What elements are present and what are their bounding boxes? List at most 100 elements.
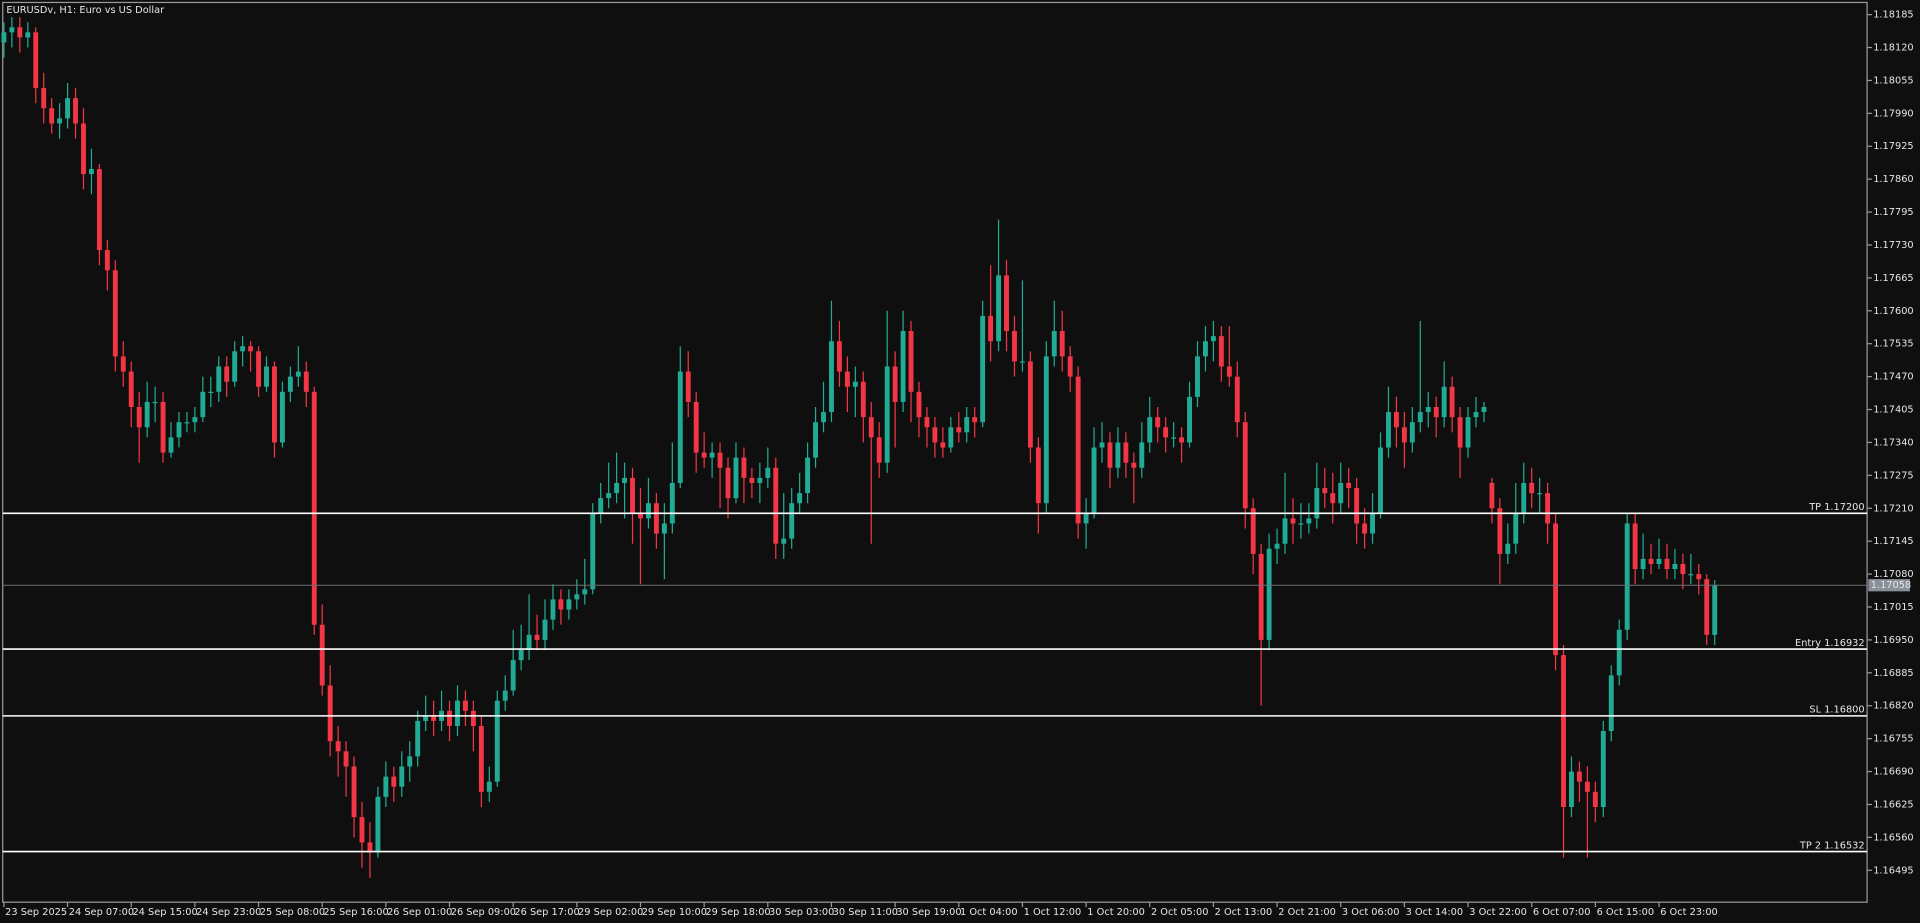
candle-body [829, 341, 834, 413]
candle-body [17, 27, 23, 38]
candle-body [1242, 422, 1248, 509]
y-tick-label: 1.16495 [1873, 865, 1913, 876]
candle-body [622, 477, 628, 483]
x-tick-label: 29 Sep 02:00 [578, 907, 643, 918]
candle-body [1449, 386, 1455, 418]
candle-body [1640, 558, 1646, 570]
candle-body [900, 331, 906, 402]
x-tick-label: 25 Sep 16:00 [323, 907, 388, 918]
candle-body [1306, 518, 1312, 524]
candle-body [669, 482, 675, 524]
candle-body [884, 366, 890, 463]
candle-body [383, 776, 389, 797]
y-tick-label: 1.16755 [1873, 734, 1913, 745]
candle-body [1576, 771, 1582, 782]
candle-body [653, 503, 659, 534]
level-label: TP 1.17200 [1808, 502, 1864, 513]
y-tick-label: 1.17665 [1873, 273, 1913, 284]
candle-body [805, 457, 811, 494]
candle-body [184, 422, 190, 424]
candle-body [932, 427, 938, 443]
candle-body [836, 341, 842, 372]
candle-body [73, 98, 78, 124]
candle-body [1258, 553, 1264, 640]
x-tick-label: 1 Oct 12:00 [1024, 907, 1082, 918]
candle-body [1529, 482, 1535, 494]
candle-body [693, 401, 699, 453]
candle-body [470, 710, 476, 726]
candle-body [1712, 585, 1718, 635]
candle-body [128, 371, 134, 408]
candle-body [1386, 412, 1391, 448]
candle-body [685, 371, 691, 402]
candle-body [510, 660, 516, 691]
candle-body [1632, 523, 1638, 570]
candle-body [1274, 543, 1280, 549]
y-tick-label: 1.17275 [1873, 470, 1913, 481]
candle-body [1521, 482, 1527, 514]
candle-body [1234, 376, 1240, 423]
candle-body [1051, 331, 1057, 357]
candle-body [1043, 356, 1049, 504]
candle-body [343, 751, 349, 767]
candle-body [216, 366, 222, 392]
candle-body [1123, 442, 1129, 463]
y-tick-label: 1.17990 [1873, 108, 1913, 119]
candle-body [1672, 563, 1678, 570]
candle-body [160, 401, 166, 453]
candle-body [638, 513, 643, 519]
chart-title: EURUSDv, H1: Euro vs US Dollar [6, 5, 165, 16]
y-tick-label: 1.16625 [1873, 799, 1913, 810]
candle-body [606, 493, 612, 499]
candle-body [852, 381, 858, 387]
candle-body [1067, 356, 1073, 377]
candle-body [948, 427, 954, 448]
candle-body [335, 741, 341, 752]
candle-body [1648, 558, 1654, 564]
candle-body [1481, 407, 1487, 413]
candle-body [574, 594, 580, 600]
y-tick-label: 1.18055 [1873, 75, 1913, 86]
candle-body [1035, 447, 1041, 504]
candle-body [940, 442, 946, 448]
candle-body [1346, 482, 1352, 489]
candle-body [972, 417, 978, 423]
candle-body [224, 366, 230, 382]
candle-body [319, 624, 325, 686]
candle-body [1457, 417, 1463, 448]
y-tick-label: 1.17795 [1873, 207, 1913, 218]
candle-body [1187, 396, 1192, 443]
candle-body [1664, 558, 1670, 570]
candle-body [1704, 579, 1710, 635]
x-tick-label: 3 Oct 14:00 [1406, 907, 1464, 918]
candle-body [208, 391, 214, 394]
candle-body [1688, 574, 1694, 576]
candle-body [447, 710, 452, 726]
y-tick-label: 1.16820 [1873, 701, 1913, 712]
y-tick-label: 1.17210 [1873, 503, 1913, 514]
candle-body [295, 371, 301, 377]
candle-body [1290, 518, 1296, 524]
candle-body [96, 169, 102, 251]
candle-body [1569, 771, 1574, 808]
candle-body [462, 700, 468, 711]
candle-body [526, 634, 532, 651]
candle-body [821, 412, 826, 423]
candle-body [534, 634, 540, 640]
candle-body [598, 498, 604, 514]
candle-body [1179, 437, 1185, 443]
candle-body [996, 275, 1002, 342]
y-tick-label: 1.17600 [1873, 306, 1913, 317]
candle-body [1027, 361, 1033, 448]
last-price-label: 1.17058 [1871, 580, 1911, 591]
candle-body [1401, 427, 1407, 443]
candle-body [1282, 518, 1288, 544]
candle-body [558, 599, 564, 610]
candle-body [860, 381, 866, 418]
candle-body [65, 98, 71, 119]
candle-body [1, 32, 7, 43]
candle-body [773, 467, 779, 544]
x-tick-label: 2 Oct 13:00 [1215, 907, 1273, 918]
candle-body [1250, 508, 1256, 554]
candle-body [136, 407, 142, 428]
